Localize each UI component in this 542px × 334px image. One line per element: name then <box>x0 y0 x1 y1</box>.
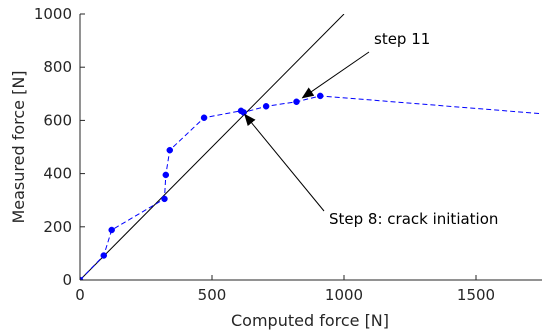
data-point-4 <box>161 195 168 203</box>
data-point-5 <box>162 171 170 179</box>
x-tick-label-500: 500 <box>198 286 227 304</box>
axes: 0 500 1000 1500 0 200 400 600 800 1000 <box>34 5 542 304</box>
plot-area <box>80 14 542 280</box>
annotations: step 11 Step 8: crack initiation <box>244 30 498 228</box>
annotation-step-11-arrow <box>301 51 370 99</box>
plot-background <box>80 14 542 280</box>
x-axis-label: Computed force [N] <box>231 311 389 330</box>
data-point-9 <box>240 109 247 116</box>
identity-reference-line <box>80 14 345 280</box>
data-point-11 <box>293 98 300 106</box>
data-point-6 <box>166 146 174 154</box>
x-tick-label-1500: 1500 <box>457 286 495 304</box>
data-point-3 <box>108 226 115 234</box>
data-point-7 <box>200 114 208 121</box>
annotation-step-8-label: Step 8: crack initiation <box>329 210 498 228</box>
y-tick-label-0: 0 <box>62 271 72 289</box>
data-point-1 <box>80 276 84 280</box>
y-tick-label-1000: 1000 <box>34 5 72 23</box>
annotation-step-8-arrow <box>244 113 325 212</box>
y-tick-label-400: 400 <box>43 165 72 183</box>
x-tick-label-1000: 1000 <box>325 286 363 304</box>
y-tick-label-800: 800 <box>43 58 72 76</box>
x-tick-label-0: 0 <box>75 286 85 304</box>
data-point-12 <box>316 92 324 100</box>
y-tick-label-200: 200 <box>43 218 72 236</box>
data-point-2 <box>100 252 108 259</box>
data-point-10 <box>262 103 270 110</box>
annotation-step-11-label: step 11 <box>374 30 430 48</box>
y-tick-label-600: 600 <box>43 111 72 129</box>
plot-data-clip <box>80 14 542 280</box>
y-axis-label: Measured force [N] <box>9 70 28 223</box>
